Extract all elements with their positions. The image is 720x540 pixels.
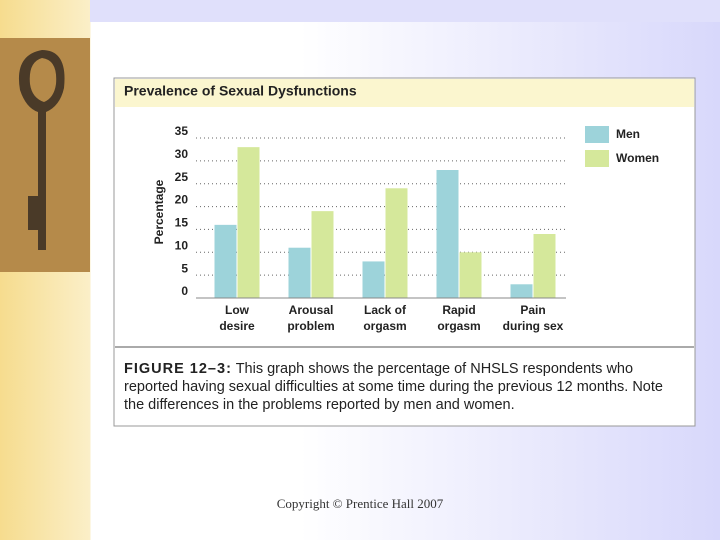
y-tick-label: 35: [175, 124, 189, 138]
key-bit: [28, 196, 42, 230]
y-axis-label: Percentage: [152, 179, 166, 244]
y-tick-label: 15: [175, 216, 189, 230]
bar: [237, 147, 260, 298]
bar: [311, 211, 334, 298]
caption-text: This graph shows the percentage of NHSLS…: [124, 361, 663, 413]
legend-swatch: [585, 126, 609, 143]
bar: [459, 252, 482, 298]
x-tick-label: Lack of orgasm: [363, 303, 407, 333]
x-tick-label: Low desire: [219, 303, 255, 333]
x-tick-label: Arousal problem: [287, 303, 334, 333]
y-tick-label: 25: [175, 170, 189, 184]
bar: [385, 188, 408, 298]
legend-swatch: [585, 150, 609, 167]
x-tick-label: Rapid orgasm: [437, 303, 480, 333]
bar: [436, 170, 459, 298]
top-band: [90, 0, 720, 22]
bar: [510, 284, 533, 298]
bar: [533, 234, 556, 298]
y-tick-label: 30: [175, 147, 189, 161]
legend-label: Women: [616, 151, 659, 165]
legend-label: Men: [616, 127, 640, 141]
y-tick-label: 10: [175, 238, 189, 252]
y-tick-label: 0: [181, 284, 188, 298]
title-bar: [115, 79, 694, 107]
y-tick-label: 20: [175, 193, 189, 207]
key-icon: [18, 50, 65, 250]
x-tick-label: Pain during sex: [503, 303, 564, 333]
bar: [214, 224, 237, 298]
footer: Copyright © Prentice Hall 2007: [276, 496, 444, 511]
caption-label: FIGURE 12–3:: [124, 361, 232, 377]
bar: [288, 247, 311, 298]
y-tick-label: 5: [181, 261, 188, 275]
chart-title: Prevalence of Sexual Dysfunctions: [124, 83, 357, 99]
caption: FIGURE 12–3: This graph shows the percen…: [124, 360, 684, 414]
bar: [362, 261, 385, 298]
